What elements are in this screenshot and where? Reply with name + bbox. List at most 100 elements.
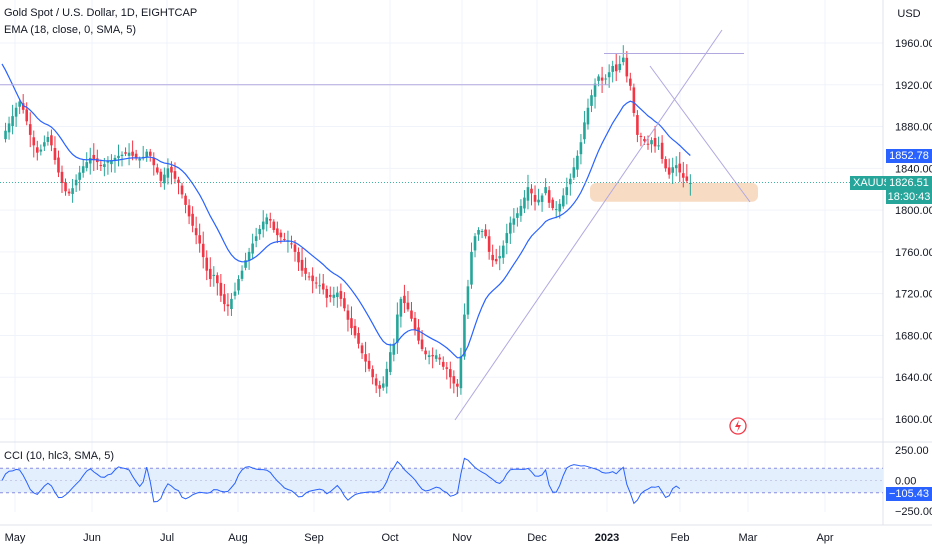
candle bbox=[300, 247, 304, 277]
x-tick-label: Mar bbox=[739, 532, 758, 544]
x-tick-label: Apr bbox=[816, 532, 833, 544]
x-tick-label: May bbox=[5, 532, 26, 544]
candle bbox=[332, 286, 336, 306]
y-tick-label: 1840.00 bbox=[895, 163, 932, 175]
candle bbox=[261, 210, 265, 238]
candle bbox=[494, 248, 498, 265]
candle bbox=[413, 311, 417, 336]
candle bbox=[92, 143, 96, 172]
candle bbox=[434, 349, 438, 362]
candle bbox=[230, 292, 233, 316]
candle bbox=[484, 224, 487, 239]
y-tick-label: 1800.00 bbox=[895, 205, 932, 217]
candle bbox=[212, 266, 216, 287]
candle bbox=[639, 132, 643, 147]
cci-tick-label: 0.00 bbox=[895, 476, 916, 488]
y-tick-label: 1760.00 bbox=[895, 247, 932, 259]
candle bbox=[25, 102, 29, 126]
candle bbox=[512, 208, 516, 233]
candle bbox=[554, 201, 558, 219]
candle bbox=[304, 257, 307, 281]
candle bbox=[371, 365, 374, 385]
ema-legend: EMA (18, close, 0, SMA, 5) bbox=[4, 24, 137, 36]
candle bbox=[191, 206, 194, 233]
candle bbox=[427, 350, 431, 365]
candle bbox=[57, 150, 60, 178]
candle bbox=[7, 116, 11, 140]
candle bbox=[233, 282, 237, 300]
candle bbox=[106, 156, 110, 175]
candle bbox=[226, 293, 230, 316]
candle bbox=[424, 347, 427, 360]
candle bbox=[625, 51, 629, 83]
candle bbox=[689, 174, 692, 196]
candle bbox=[600, 66, 604, 93]
candle bbox=[487, 229, 491, 260]
candle bbox=[392, 338, 396, 362]
y-tick-label: 1720.00 bbox=[895, 289, 932, 301]
candle bbox=[618, 55, 622, 73]
candle bbox=[247, 247, 251, 270]
candle bbox=[671, 157, 674, 184]
candle bbox=[39, 144, 43, 156]
candle bbox=[163, 167, 166, 190]
candle bbox=[466, 279, 470, 320]
candle bbox=[53, 136, 57, 165]
candle bbox=[491, 244, 494, 267]
candle bbox=[480, 228, 484, 239]
x-tick-label: Jul bbox=[160, 532, 174, 544]
candles bbox=[4, 45, 692, 397]
currency-label: USD bbox=[897, 8, 921, 20]
candle bbox=[32, 130, 36, 158]
candle bbox=[629, 72, 632, 91]
y-tick-label: 1680.00 bbox=[895, 330, 932, 342]
y-tick-label: 1880.00 bbox=[895, 122, 932, 134]
candle bbox=[258, 224, 261, 240]
candle bbox=[328, 286, 332, 303]
x-tick-label: Dec bbox=[527, 532, 547, 544]
candle bbox=[607, 64, 611, 88]
candle bbox=[586, 98, 590, 130]
candle bbox=[438, 353, 442, 365]
candle bbox=[46, 131, 50, 146]
candle bbox=[685, 164, 689, 184]
candle bbox=[321, 274, 325, 295]
candle bbox=[604, 74, 607, 85]
y-tick-label: 1640.00 bbox=[895, 372, 932, 384]
candle bbox=[180, 182, 184, 199]
flash-icon[interactable] bbox=[729, 417, 747, 435]
candle bbox=[18, 98, 21, 115]
candle bbox=[477, 227, 480, 241]
candle bbox=[403, 284, 406, 313]
candle bbox=[216, 272, 219, 296]
candle bbox=[590, 89, 593, 113]
candle bbox=[360, 342, 364, 359]
cci-line bbox=[1, 457, 681, 505]
candle bbox=[632, 83, 636, 117]
chart-title: Gold Spot / U.S. Dollar, 1D, EIGHTCAP bbox=[4, 7, 198, 19]
candle bbox=[117, 144, 120, 167]
candle bbox=[353, 319, 357, 339]
candle bbox=[293, 239, 297, 262]
downtrend-line[interactable] bbox=[649, 65, 751, 203]
uptrend-line[interactable] bbox=[454, 29, 723, 421]
candle bbox=[148, 148, 152, 162]
candle bbox=[378, 380, 382, 397]
candle bbox=[43, 135, 46, 152]
candle bbox=[268, 212, 272, 228]
candle bbox=[569, 173, 572, 196]
candle bbox=[64, 178, 67, 196]
candle bbox=[346, 304, 350, 332]
candle bbox=[452, 370, 456, 394]
candle bbox=[11, 104, 14, 135]
candle bbox=[67, 188, 71, 196]
candle bbox=[456, 378, 459, 397]
candle bbox=[614, 53, 618, 82]
candle bbox=[159, 168, 163, 188]
candle bbox=[314, 276, 318, 289]
candle bbox=[325, 285, 329, 308]
x-tick-label: Feb bbox=[671, 532, 690, 544]
candle bbox=[406, 290, 410, 312]
candle bbox=[653, 125, 657, 153]
